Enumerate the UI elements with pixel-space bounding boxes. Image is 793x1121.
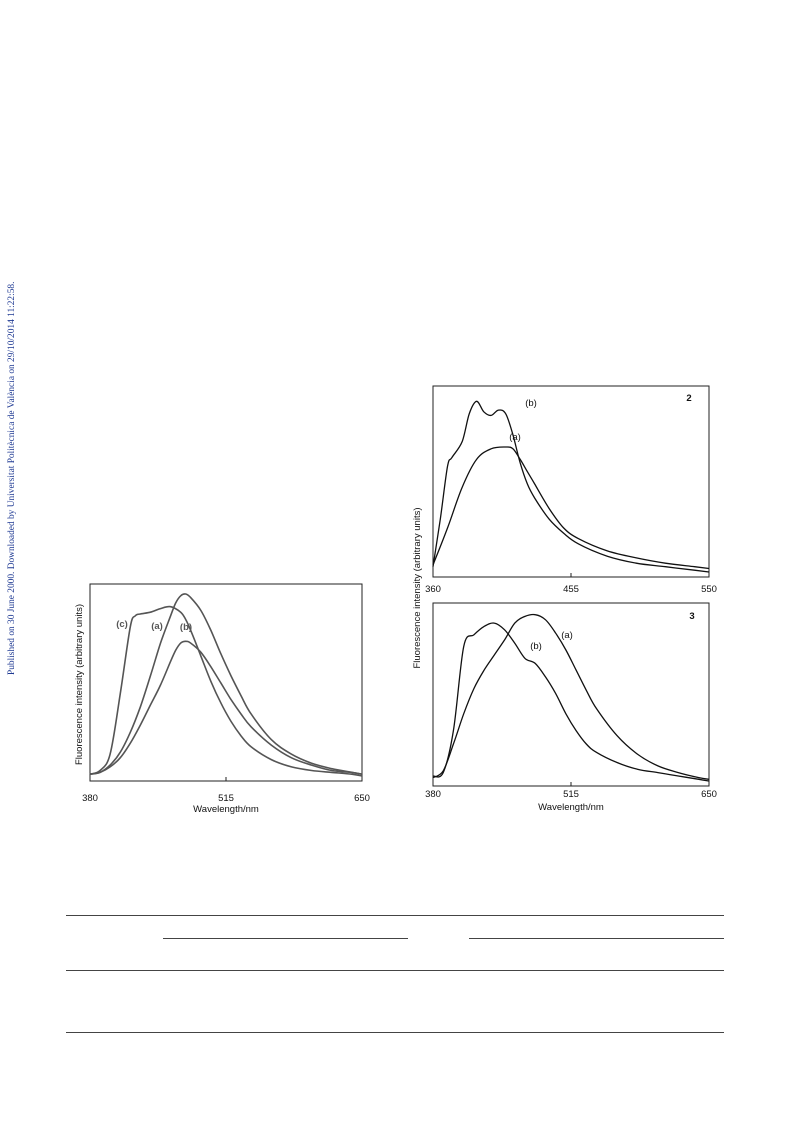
panel-number-label: 2 [686,393,691,404]
series-label-b: (b) [525,398,537,409]
x-tick-label: 455 [563,584,579,595]
x-tick-label: 650 [354,793,370,804]
chart-panel-3: 380 515 650 Wavelength/nm 3 (b) (a) [425,602,717,813]
panel-number-label: 3 [689,611,694,622]
x-tick-label: 360 [425,584,441,595]
x-tick-label: 515 [218,793,234,804]
series-line-b [89,640,363,775]
table-header-rule [66,970,724,971]
series-line-b [432,622,710,782]
chart-panel-1: 380 515 650 Wavelength/nm Fluorescence inten… [74,583,370,815]
table-group-rule-right [469,938,724,939]
series-label-a: (a) [561,630,573,641]
x-tick-label: 650 [701,789,717,800]
x-tick-label: 380 [425,789,441,800]
table-group-rule-left [163,938,408,939]
plot-frame [432,385,710,578]
series-line-a [89,593,363,775]
x-tick-label: 550 [701,584,717,595]
series-label-b: (b) [180,622,192,633]
series-label-a: (a) [151,621,163,632]
series-label-c: (c) [116,619,128,630]
x-axis-label: Wavelength/nm [193,804,259,815]
series-line-a [432,613,710,780]
chart-panel-2: 360 455 550 Fluorescence intensity (arbitra… [412,385,717,669]
x-tick-label: 515 [563,789,579,800]
x-axis-label: Wavelength/nm [538,802,604,813]
series-line-c [89,605,363,777]
y-axis-label: Fluorescence intensity (arbitrary units) [412,507,423,668]
table-bottom-rule [66,1032,724,1033]
series-line-b [432,400,710,573]
series-line-a [432,446,710,570]
x-tick-label: 380 [82,793,98,804]
y-axis-label: Fluorescence intensity (arbitrary units) [74,604,85,765]
plot-frame [89,583,363,782]
series-label-a: (a) [509,432,521,443]
table-top-rule [66,915,724,916]
series-label-b: (b) [530,641,542,652]
